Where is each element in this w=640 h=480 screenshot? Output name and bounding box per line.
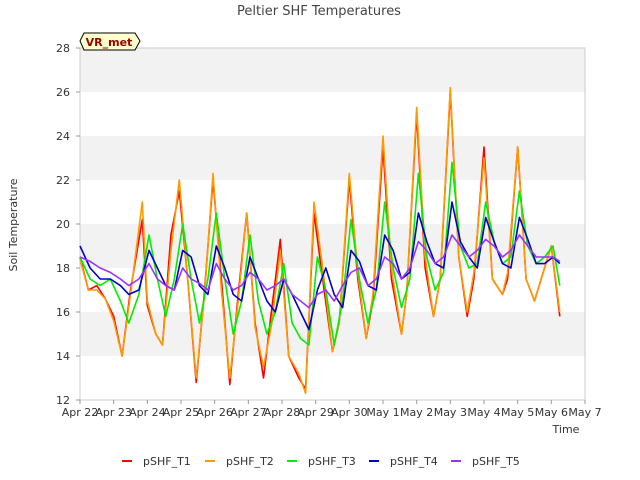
y-tick-label: 14: [56, 350, 70, 363]
grid-band: [80, 136, 585, 180]
y-tick-label: 18: [56, 262, 70, 275]
y-axis: 12 14 16 18 20 22 24 26 28: [56, 42, 80, 407]
legend-item: pSHF_T3: [287, 455, 356, 468]
x-tick-label: May 4: [467, 406, 500, 419]
x-tick-label: Apr 30: [331, 406, 368, 419]
legend-label: pSHF_T2: [226, 455, 274, 468]
y-tick-label: 26: [56, 86, 70, 99]
x-tick-label: Apr 24: [129, 406, 166, 419]
x-tick-label: Apr 29: [297, 406, 334, 419]
chart-title: Peltier SHF Temperatures: [237, 4, 401, 19]
legend-item: pSHF_T4: [369, 455, 438, 468]
legend-item: pSHF_T5: [451, 455, 520, 468]
x-tick-label: Apr 22: [62, 406, 99, 419]
x-tick-label: Apr 23: [95, 406, 132, 419]
badge-shape: [79, 32, 141, 51]
y-tick-label: 20: [56, 218, 70, 231]
legend-label: pSHF_T1: [143, 455, 191, 468]
y-tick-label: 12: [56, 394, 70, 407]
y-tick-label: 22: [56, 174, 70, 187]
x-tick-label: Apr 25: [163, 406, 200, 419]
x-tick-label: May 7: [568, 406, 601, 419]
vr-met-badge: VR_met: [79, 32, 141, 51]
badge-label: VR_met: [86, 36, 133, 49]
y-tick-label: 24: [56, 130, 70, 143]
x-tick-label: May 3: [434, 406, 467, 419]
legend-label: pSHF_T4: [390, 455, 438, 468]
grid-band: [80, 48, 585, 92]
series-line-pshf-t2: [79, 86, 561, 395]
y-tick-label: 28: [56, 42, 70, 55]
x-axis-label: Time: [552, 423, 580, 436]
legend: pSHF_T1 pSHF_T2 pSHF_T3 pSHF_T4 pSHF_T5: [122, 455, 520, 468]
legend-item: pSHF_T2: [205, 455, 274, 468]
x-tick-label: Apr 27: [230, 406, 267, 419]
series-line-pshf-t5: [79, 234, 561, 309]
x-tick-label: May 1: [366, 406, 399, 419]
legend-label: pSHF_T5: [472, 455, 520, 468]
legend-item: pSHF_T1: [122, 455, 191, 468]
y-tick-label: 16: [56, 306, 70, 319]
legend-label: pSHF_T3: [308, 455, 356, 468]
x-tick-label: Apr 28: [264, 406, 301, 419]
x-tick-label: May 6: [535, 406, 568, 419]
x-tick-label: Apr 26: [196, 406, 233, 419]
x-tick-label: May 2: [400, 406, 433, 419]
y-axis-label: Soil Temperature: [7, 178, 20, 271]
x-tick-label: May 5: [501, 406, 534, 419]
series-lines: [79, 86, 561, 395]
